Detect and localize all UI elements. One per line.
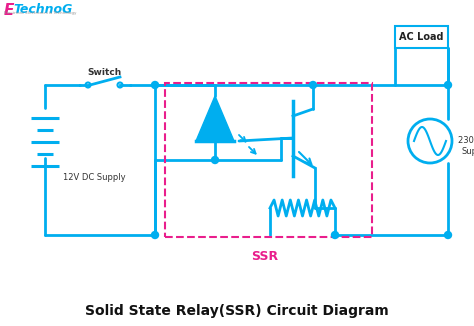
Text: AC Load: AC Load <box>399 32 444 42</box>
Bar <box>165 83 372 237</box>
Text: SSR: SSR <box>251 250 279 263</box>
Text: E: E <box>4 3 14 18</box>
Circle shape <box>331 231 338 239</box>
Text: TechnoG: TechnoG <box>13 3 73 16</box>
Text: Electrical, Electronics & Technology: Electrical, Electronics & Technology <box>4 11 76 15</box>
Text: Solid State Relay(SSR) Circuit Diagram: Solid State Relay(SSR) Circuit Diagram <box>85 304 389 318</box>
Circle shape <box>445 82 452 88</box>
Circle shape <box>211 156 219 164</box>
Circle shape <box>445 231 452 239</box>
Polygon shape <box>196 96 234 141</box>
Text: Switch: Switch <box>88 68 122 77</box>
Text: 230V AC
Supply: 230V AC Supply <box>458 136 474 156</box>
Circle shape <box>152 82 158 88</box>
Bar <box>395 26 448 48</box>
Circle shape <box>310 82 317 88</box>
Text: 12V DC Supply: 12V DC Supply <box>63 173 126 183</box>
Circle shape <box>152 231 158 239</box>
